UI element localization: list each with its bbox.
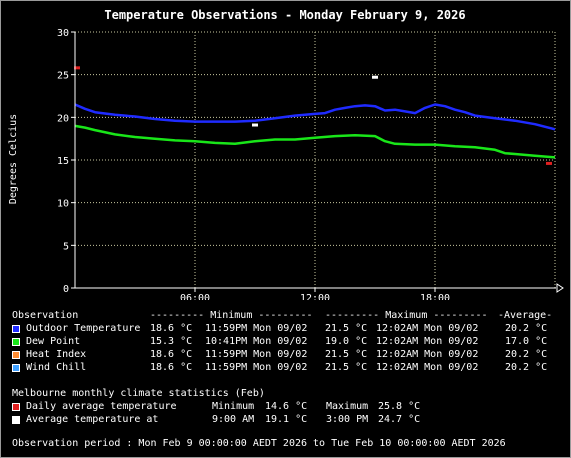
legend-row-label: Wind Chill [26,362,87,373]
y-tick-label: 0 [63,284,69,295]
y-tick-label: 30 [57,28,69,39]
temperature-chart: Temperature Observations - Monday Februa… [8,8,564,300]
climate-header: Melbourne monthly climate statistics (Fe… [12,388,265,399]
legend-min-value: 18.6 °C [150,362,193,373]
legend-header-average: -Average- [498,310,553,321]
x-axis-arrow-icon [556,283,564,293]
axis-layer: 0 5 10 15 20 25 30 06:00 12:00 18:00 [57,28,564,300]
climate-first-value: 19.1 °C [265,414,308,425]
legend-min-time: 11:59PM Mon 09/02 [205,323,308,334]
y-tick-label: 10 [57,199,69,210]
y-tick-label: 20 [57,113,69,124]
climate-second-label: Maximum [326,401,369,412]
legend-average: 20.2 °C [505,362,548,373]
climate-row-label: Average temperature at [26,414,159,425]
y-tick-label: 15 [57,156,69,167]
y-tick-label: 5 [63,241,69,252]
legend-header-minimum: --------- Minimum --------- [150,310,313,321]
x-tick-label: 12:00 [300,293,330,300]
legend-color-swatch [12,364,20,372]
legend-min-value: 18.6 °C [150,349,193,360]
series-layer [74,103,556,159]
legend-max-time: 12:02AM Mon 09/02 [376,323,479,334]
legend-min-time: 10:41PM Mon 09/02 [205,336,308,347]
legend-max-value: 21.5 °C [325,362,368,373]
legend-max-time: 12:02AM Mon 09/02 [376,349,479,360]
legend-color-swatch [12,338,20,346]
legend-min-time: 11:59PM Mon 09/02 [205,362,308,373]
legend-average: 20.2 °C [505,323,548,334]
climate-marker [74,66,80,70]
climate-color-swatch [12,416,20,424]
y-axis-label: Degrees Celcius [8,114,19,204]
series-line-outdoor-temperature [74,103,556,131]
climate-second-value: 25.8 °C [378,401,421,412]
legend-header-observation: Observation [12,310,79,321]
y-tick-label: 25 [57,71,69,82]
legend-average: 17.0 °C [505,336,548,347]
legend-max-time: 12:02AM Mon 09/02 [376,362,479,373]
climate-first-value: 14.6 °C [265,401,308,412]
climate-second-label: 3:00 PM [326,414,369,425]
legend-average: 20.2 °C [505,349,548,360]
legend-max-value: 21.5 °C [325,349,368,360]
legend-color-swatch [12,325,20,333]
observation-period: Observation period : Mon Feb 9 00:00:00 … [12,438,506,449]
series-line-dew-point [74,124,556,159]
legend-max-value: 19.0 °C [325,336,368,347]
legend-max-time: 12:02AM Mon 09/02 [376,336,479,347]
legend-min-time: 11:59PM Mon 09/02 [205,349,308,360]
climate-second-value: 24.7 °C [378,414,421,425]
legend-row-label: Dew Point [26,336,81,347]
climate-marker [372,75,378,79]
legend-min-value: 18.6 °C [150,323,193,334]
legend-header-maximum: --------- Maximum --------- [325,310,488,321]
climate-row-label: Daily average temperature [26,401,177,412]
climate-color-swatch [12,403,20,411]
climate-marker-layer [74,66,552,165]
x-tick-label: 06:00 [180,293,210,300]
legend-row-label: Outdoor Temperature [26,323,141,334]
x-tick-label: 18:00 [420,293,450,300]
climate-first-label: Minimum [212,401,255,412]
climate-first-label: 9:00 AM [212,414,255,425]
grid-layer [75,31,556,288]
legend-row-label: Heat Index [26,349,87,360]
climate-marker [252,123,258,127]
legend-max-value: 21.5 °C [325,323,368,334]
legend-color-swatch [12,351,20,359]
legend-min-value: 15.3 °C [150,336,193,347]
chart-title: Temperature Observations - Monday Februa… [104,8,465,22]
climate-marker [546,161,552,165]
